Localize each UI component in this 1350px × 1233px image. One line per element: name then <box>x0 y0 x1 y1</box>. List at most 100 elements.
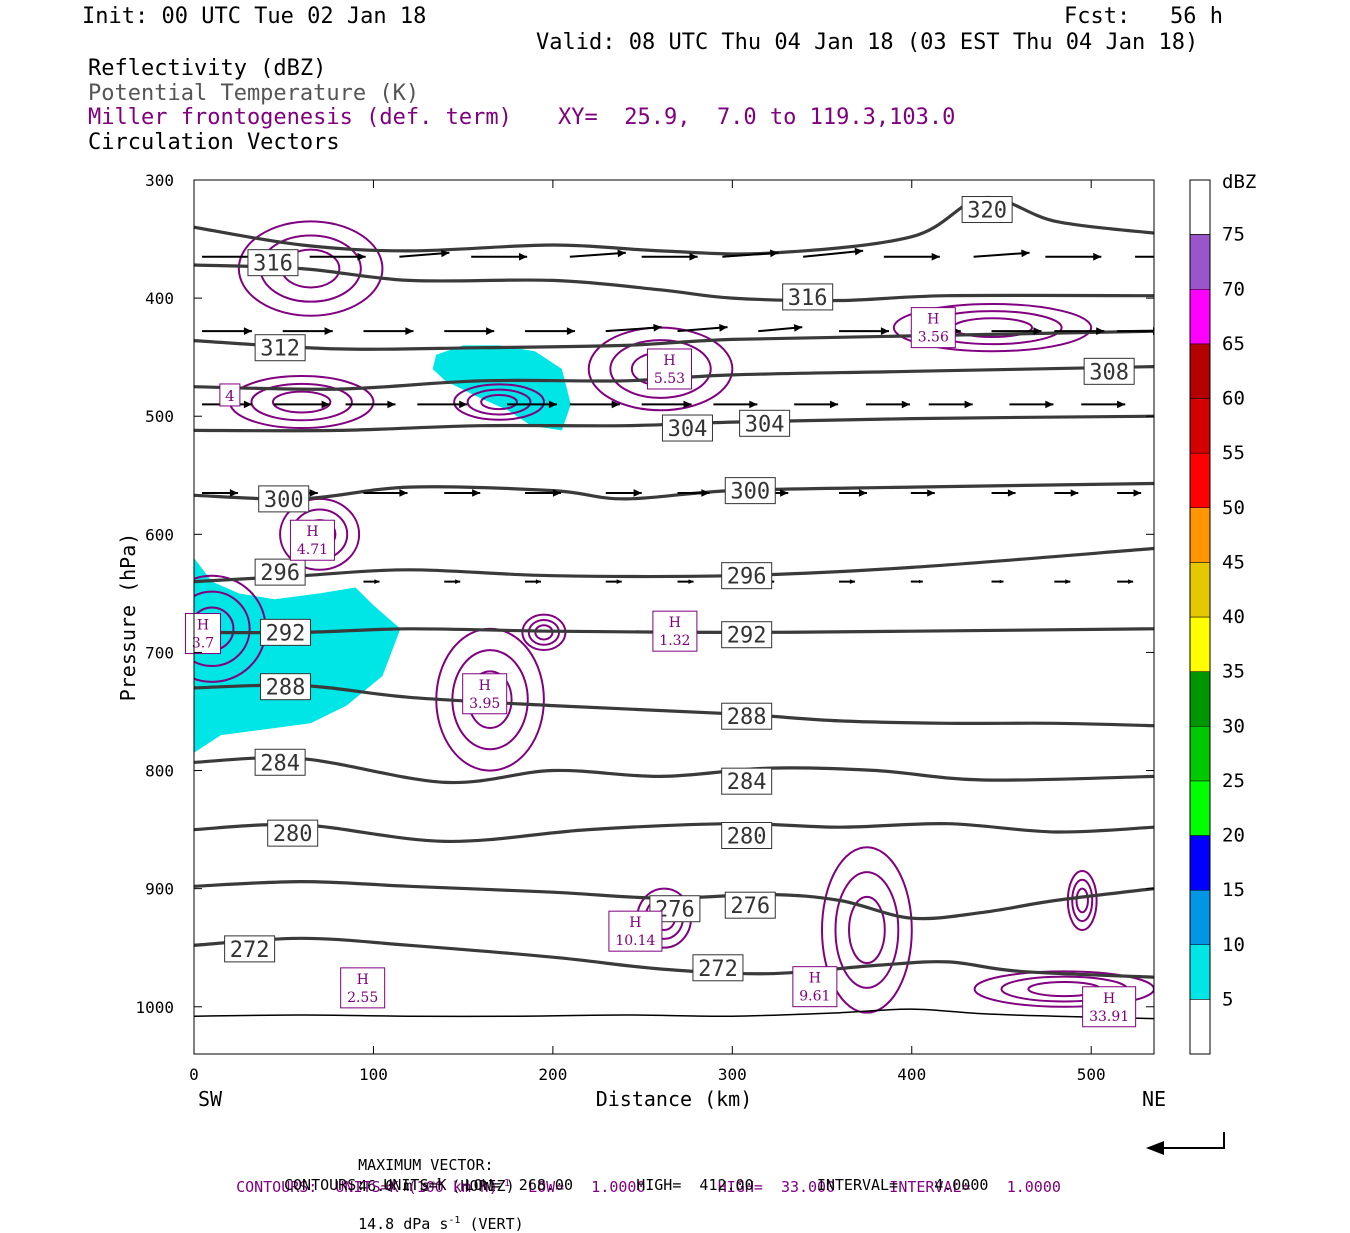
isentrope-label-box <box>661 414 713 442</box>
isentrope-label: 284 <box>260 751 300 776</box>
axes-layer: 300 400 500 600 700 800 900 1000 0 100 200 300 400 50… <box>116 171 1166 1111</box>
circulation-vector-head <box>793 324 803 332</box>
frontogenesis-contour-3-2 <box>271 390 332 414</box>
frontogenesis-max-value: 4.71 <box>297 542 328 558</box>
isentrope-label: 272 <box>230 938 270 963</box>
circulation-vector-head <box>229 489 238 497</box>
circulation-vector-head <box>324 327 333 335</box>
circulation-vector-head <box>1093 252 1102 261</box>
isentrope-304 <box>194 414 1154 433</box>
circulation-vector-head <box>689 252 698 261</box>
circulation-vector-head <box>780 489 789 497</box>
colorbar-segment <box>1189 889 1211 945</box>
colorbar-label: 60 <box>1222 388 1245 410</box>
colorbar-label: 55 <box>1222 442 1245 464</box>
field-circulation-vectors: Circulation Vectors <box>88 130 340 155</box>
isentrope-label-box <box>254 334 306 362</box>
y-tick-label: 400 <box>145 289 174 308</box>
frontogenesis-max-box <box>462 673 508 715</box>
isentrope-label-box <box>721 767 773 795</box>
y-tick-label: 300 <box>145 171 174 190</box>
circulation-vector-head <box>1045 400 1054 409</box>
colorbar-frame <box>1189 179 1211 1055</box>
circulation-vector-head <box>749 400 758 409</box>
isentrope-label: 316 <box>788 286 828 311</box>
circulation-vector-head <box>535 579 541 584</box>
colorbar-label: 30 <box>1222 715 1245 737</box>
circulation-vector-head <box>701 489 710 497</box>
frontogenesis-max-box <box>608 910 663 952</box>
y-tick-label: 600 <box>145 525 174 544</box>
isentrope-label: 296 <box>260 561 300 586</box>
frontogenesis-contour-4-2 <box>480 393 518 411</box>
isentrope-label: 300 <box>264 488 304 513</box>
colorbar-segment <box>1189 343 1211 399</box>
max-vector-label: MAXIMUM VECTOR: <box>358 1156 494 1174</box>
frontogenesis-max-box <box>647 348 693 390</box>
circulation-vector-head <box>459 400 468 409</box>
circulation-vector-head <box>1117 400 1126 409</box>
circulation-vector-head <box>999 579 1004 584</box>
colorbar-label: 5 <box>1222 988 1233 1010</box>
circulation-vector-head <box>616 579 622 584</box>
circulation-vector-head <box>854 247 864 256</box>
isentrope-label: 288 <box>266 676 306 701</box>
colorbar-label: 50 <box>1222 497 1245 519</box>
circulation-vector-head <box>964 400 973 409</box>
cross-section-xy: XY= 25.9, 7.0 to 119.3,103.0 <box>558 105 956 130</box>
circulation-vector-head <box>919 579 923 584</box>
colorbar-label: 35 <box>1222 661 1245 683</box>
isentrope-label: 304 <box>668 417 708 442</box>
circulation-vector-head <box>519 252 528 261</box>
isentrope-label-box <box>247 249 299 277</box>
frontogenesis-max-h: H <box>809 971 821 987</box>
colorbar-label: 10 <box>1222 934 1245 956</box>
isentrope-label: 316 <box>253 252 293 277</box>
forecast-hour: Fcst: 56 h <box>1064 4 1223 29</box>
circulation-vector-head <box>683 400 692 409</box>
y-tick-label: 800 <box>145 762 174 781</box>
frontogenesis-max-h: H <box>197 618 209 634</box>
reflectivity-layer <box>194 345 571 753</box>
isentrope-272 <box>194 936 1154 979</box>
circulation-vector-head <box>849 579 856 584</box>
isentrope-label-box <box>724 891 776 919</box>
y-axis-title: Pressure (hPa) <box>116 533 140 702</box>
colorbar-segment <box>1189 398 1211 454</box>
label-layer: 316 316 320 312 308 304 304 300 300 296 296 292 292 2… <box>184 196 1137 1028</box>
frontogenesis-max-value: 9.61 <box>799 989 830 1005</box>
colorbar-segment <box>1189 507 1211 563</box>
frontogenesis-max-value: 3.56 <box>918 330 949 346</box>
isentrope-label-box <box>721 822 773 849</box>
frontogenesis-contour-4-1 <box>466 388 532 416</box>
isentrope-label: 320 <box>967 199 1007 224</box>
circulation-vector <box>803 249 864 258</box>
isentrope-label: 272 <box>698 957 738 982</box>
circulation-vector-head <box>931 252 940 261</box>
circulation-vector-head <box>441 249 450 258</box>
reference-vector <box>1146 1132 1225 1155</box>
theta-layer <box>194 195 1154 979</box>
colorbar-segment <box>1189 452 1211 508</box>
frontogenesis-contour-11-2 <box>1075 887 1089 914</box>
circulation-vector-head <box>455 579 461 584</box>
frontogenesis-max-value: 10.14 <box>615 933 655 949</box>
isentrope-label-box <box>724 477 776 505</box>
colorbar-segment <box>1189 726 1211 782</box>
init-time: Init: 00 UTC Tue 02 Jan 18 <box>82 4 427 29</box>
frontogenesis-label-box <box>219 383 241 407</box>
circulation-vector-head <box>486 327 495 335</box>
contours1-prefix: CONTOURS: UNITS=K (100 km h) <box>236 1178 498 1196</box>
circulation-vector <box>605 326 662 333</box>
isentrope-316 <box>194 263 1154 303</box>
circulation-vector-head <box>1007 489 1016 497</box>
isentrope-label-box <box>739 409 791 437</box>
isentrope-label-box <box>961 196 1013 224</box>
colorbar-segment <box>1189 835 1211 891</box>
reference-vector-line <box>1148 1132 1225 1149</box>
colorbar-label: 45 <box>1222 551 1245 573</box>
isentrope-label-box <box>1083 357 1135 385</box>
max-horiz-tag: (HORIZ) <box>442 1177 515 1195</box>
isentrope-label: 304 <box>745 412 785 437</box>
isentrope-288 <box>194 683 1154 728</box>
